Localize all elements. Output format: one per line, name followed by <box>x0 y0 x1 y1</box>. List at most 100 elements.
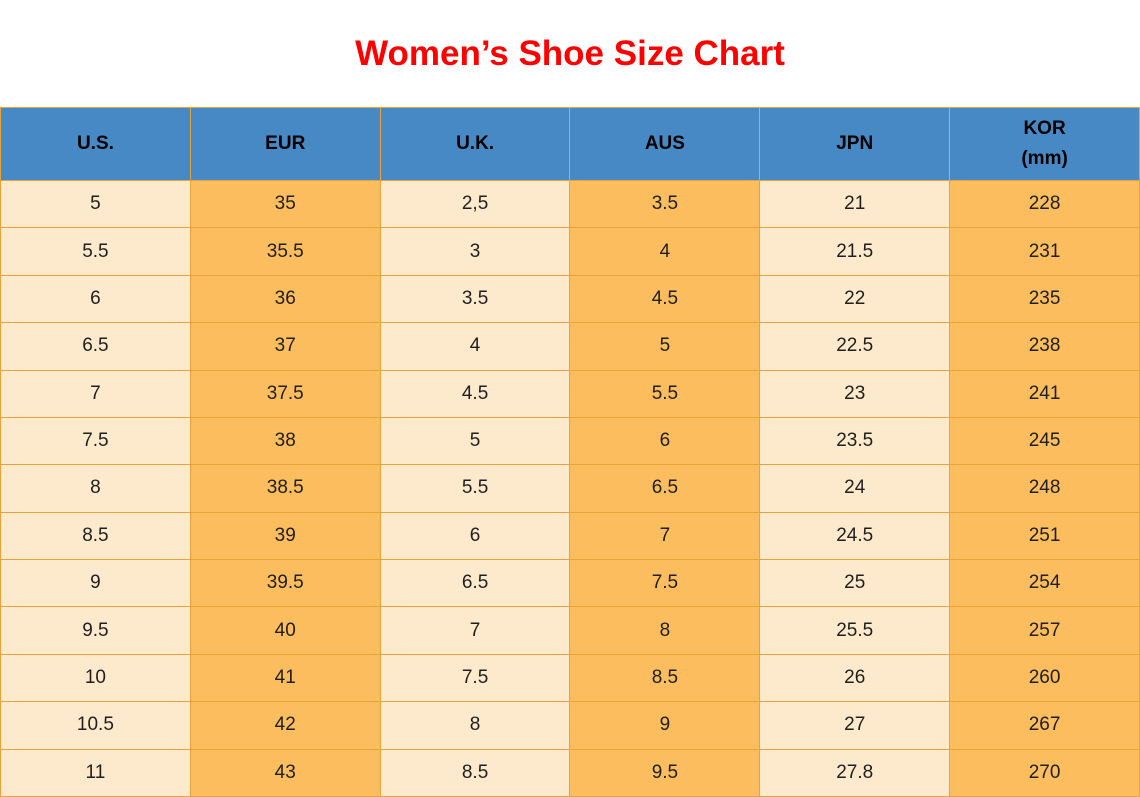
table-row: 10 41 7.5 8.5 26 260 <box>0 653 1140 703</box>
cell-aus: 8.5 <box>569 653 761 703</box>
column-header-us: U.S. <box>0 107 191 181</box>
cell-eur: 39 <box>189 511 381 561</box>
cell-uk: 4.5 <box>379 369 571 418</box>
cell-jpn: 27 <box>759 701 951 750</box>
cell-kor: 270 <box>949 748 1140 797</box>
cell-eur: 43 <box>189 748 381 797</box>
cell-us: 8.5 <box>0 511 191 561</box>
table-row: 11 43 8.5 9.5 27.8 270 <box>0 748 1140 797</box>
cell-jpn: 24.5 <box>759 511 951 561</box>
cell-us: 5.5 <box>0 227 191 276</box>
cell-jpn: 26 <box>759 653 951 703</box>
cell-jpn: 23.5 <box>759 416 951 466</box>
table-row: 5 35 2,5 3.5 21 228 <box>0 179 1140 229</box>
cell-uk: 8 <box>379 701 571 750</box>
table-row: 7 37.5 4.5 5.5 23 241 <box>0 369 1140 418</box>
cell-jpn: 22 <box>759 274 951 324</box>
cell-us: 9 <box>0 558 191 608</box>
column-header-line: EUR <box>265 133 306 154</box>
cell-jpn: 25.5 <box>759 606 951 655</box>
table-row: 6.5 37 4 5 22.5 238 <box>0 322 1140 371</box>
cell-eur: 35 <box>189 179 381 229</box>
cell-eur: 37 <box>189 322 381 371</box>
cell-aus: 9.5 <box>569 748 761 797</box>
cell-kor: 267 <box>949 701 1140 750</box>
cell-kor: 238 <box>949 322 1140 371</box>
table-row: 10.5 42 8 9 27 267 <box>0 701 1140 750</box>
cell-us: 10 <box>0 653 191 703</box>
cell-eur: 36 <box>189 274 381 324</box>
table-row: 7.5 38 5 6 23.5 245 <box>0 416 1140 466</box>
cell-aus: 4.5 <box>569 274 761 324</box>
cell-uk: 7.5 <box>379 653 571 703</box>
cell-uk: 7 <box>379 606 571 655</box>
cell-us: 11 <box>0 748 191 797</box>
cell-uk: 2,5 <box>379 179 571 229</box>
cell-uk: 4 <box>379 322 571 371</box>
table-row: 9.5 40 7 8 25.5 257 <box>0 606 1140 655</box>
cell-uk: 6.5 <box>379 558 571 608</box>
cell-us: 5 <box>0 179 191 229</box>
cell-jpn: 21 <box>759 179 951 229</box>
cell-uk: 8.5 <box>379 748 571 797</box>
cell-aus: 7 <box>569 511 761 561</box>
cell-uk: 3 <box>379 227 571 276</box>
cell-jpn: 21.5 <box>759 227 951 276</box>
table-header: U.S. EUR U.K. AUS JPN KOR (mm) <box>0 107 1140 181</box>
cell-kor: 251 <box>949 511 1140 561</box>
cell-us: 6.5 <box>0 322 191 371</box>
cell-eur: 35.5 <box>189 227 381 276</box>
cell-aus: 9 <box>569 701 761 750</box>
cell-uk: 5.5 <box>379 464 571 513</box>
cell-kor: 257 <box>949 606 1140 655</box>
cell-jpn: 23 <box>759 369 951 418</box>
table-row: 5.5 35.5 3 4 21.5 231 <box>0 227 1140 276</box>
cell-kor: 248 <box>949 464 1140 513</box>
cell-us: 7.5 <box>0 416 191 466</box>
cell-aus: 4 <box>569 227 761 276</box>
column-header-line: AUS <box>644 133 685 154</box>
column-header-line: KOR <box>1023 118 1066 139</box>
table-row: 8 38.5 5.5 6.5 24 248 <box>0 464 1140 513</box>
header-row: U.S. EUR U.K. AUS JPN KOR (mm) <box>0 107 1140 181</box>
cell-us: 7 <box>0 369 191 418</box>
page-title: Women’s Shoe Size Chart <box>355 33 785 73</box>
title-bar: Women’s Shoe Size Chart <box>0 0 1140 107</box>
column-header-line: U.K. <box>456 133 495 154</box>
cell-jpn: 24 <box>759 464 951 513</box>
table-row: 8.5 39 6 7 24.5 251 <box>0 511 1140 561</box>
cell-jpn: 27.8 <box>759 748 951 797</box>
cell-eur: 41 <box>189 653 381 703</box>
cell-aus: 5.5 <box>569 369 761 418</box>
column-header-uk: U.K. <box>379 107 571 181</box>
cell-aus: 3.5 <box>569 179 761 229</box>
column-header-aus: AUS <box>569 107 761 181</box>
cell-kor: 254 <box>949 558 1140 608</box>
cell-eur: 42 <box>189 701 381 750</box>
cell-aus: 6.5 <box>569 464 761 513</box>
cell-us: 9.5 <box>0 606 191 655</box>
cell-kor: 235 <box>949 274 1140 324</box>
column-header-line: (mm) <box>1021 148 1068 169</box>
cell-jpn: 25 <box>759 558 951 608</box>
size-chart-table: U.S. EUR U.K. AUS JPN KOR (mm) 5 35 2,5 3.5 21 228 5… <box>0 107 1140 797</box>
column-header-jpn: JPN <box>759 107 951 181</box>
cell-kor: 260 <box>949 653 1140 703</box>
cell-us: 6 <box>0 274 191 324</box>
cell-uk: 3.5 <box>379 274 571 324</box>
table-row: 6 36 3.5 4.5 22 235 <box>0 274 1140 324</box>
cell-uk: 6 <box>379 511 571 561</box>
cell-eur: 38.5 <box>189 464 381 513</box>
cell-eur: 40 <box>189 606 381 655</box>
table-body: 5 35 2,5 3.5 21 228 5.5 35.5 3 4 21.5 231 6 36 3.5 4.5 2… <box>0 179 1140 797</box>
column-header-kor: KOR (mm) <box>949 107 1140 181</box>
cell-kor: 228 <box>949 179 1140 229</box>
cell-kor: 231 <box>949 227 1140 276</box>
cell-eur: 39.5 <box>189 558 381 608</box>
cell-eur: 37.5 <box>189 369 381 418</box>
cell-eur: 38 <box>189 416 381 466</box>
column-header-eur: EUR <box>189 107 381 181</box>
cell-aus: 8 <box>569 606 761 655</box>
cell-jpn: 22.5 <box>759 322 951 371</box>
cell-aus: 6 <box>569 416 761 466</box>
